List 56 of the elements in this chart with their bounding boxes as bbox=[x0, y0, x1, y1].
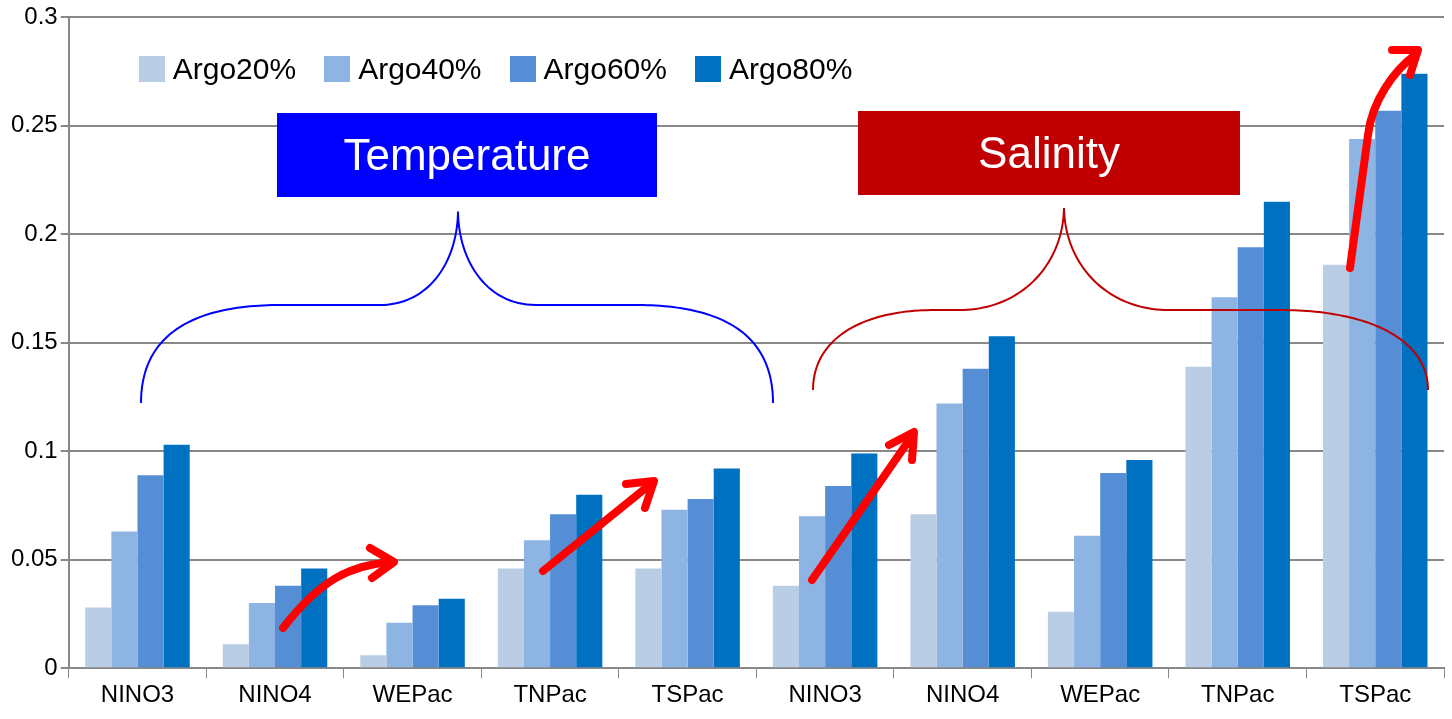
bar bbox=[222, 644, 249, 668]
bar bbox=[576, 494, 603, 668]
legend-label: Argo20% bbox=[172, 52, 297, 87]
bar bbox=[111, 531, 138, 668]
bar bbox=[772, 585, 799, 668]
bar bbox=[1047, 611, 1075, 668]
bar bbox=[962, 368, 989, 668]
bar bbox=[635, 568, 662, 668]
bar bbox=[713, 468, 740, 668]
bar bbox=[163, 444, 190, 668]
bar bbox=[1185, 366, 1212, 668]
bar bbox=[936, 403, 963, 668]
x-tick-label: WEPac bbox=[372, 680, 453, 708]
bar bbox=[798, 516, 826, 668]
bar bbox=[497, 568, 524, 668]
bar bbox=[661, 509, 688, 668]
y-tick-label: 0 bbox=[44, 652, 58, 680]
bar bbox=[85, 607, 112, 668]
x-tick-label: TSPac bbox=[651, 680, 724, 708]
bar bbox=[687, 498, 714, 668]
legend-label: Argo80% bbox=[728, 52, 853, 87]
x-tick-label: TSPac bbox=[1339, 680, 1412, 708]
legend-label: Argo40% bbox=[358, 52, 482, 87]
bar bbox=[248, 603, 275, 668]
bar bbox=[1100, 472, 1127, 668]
y-tick-label: 0.05 bbox=[10, 544, 58, 572]
bar bbox=[1237, 247, 1264, 668]
y-tick-label: 0.3 bbox=[24, 2, 58, 30]
x-tick-label: NINO3 bbox=[788, 680, 862, 708]
bar bbox=[137, 475, 164, 668]
legend-label: Argo60% bbox=[543, 52, 667, 87]
y-tick-label: 0.1 bbox=[24, 435, 58, 463]
x-tick-label: NINO3 bbox=[100, 680, 175, 708]
y-tick-label: 0.2 bbox=[24, 218, 58, 246]
bar bbox=[910, 514, 937, 668]
bar bbox=[988, 336, 1015, 668]
bar bbox=[851, 453, 878, 668]
bar bbox=[825, 485, 852, 668]
bar bbox=[1074, 535, 1101, 668]
x-tick-label: NINO4 bbox=[925, 680, 1000, 708]
bar bbox=[412, 605, 439, 668]
bar bbox=[1211, 297, 1238, 668]
bar bbox=[523, 540, 551, 668]
bar bbox=[1263, 201, 1290, 668]
bar bbox=[438, 598, 465, 668]
bar bbox=[1126, 459, 1153, 668]
bar bbox=[1322, 264, 1350, 668]
y-tick-label: 0.15 bbox=[10, 327, 58, 355]
bar bbox=[360, 655, 387, 668]
bar bbox=[386, 622, 413, 668]
x-tick-label: TNPac bbox=[513, 680, 587, 708]
bar bbox=[550, 514, 577, 668]
x-tick-label: WEPac bbox=[1060, 680, 1141, 708]
x-tick-label: NINO4 bbox=[238, 680, 312, 708]
y-tick-label: 0.25 bbox=[10, 110, 58, 138]
x-tick-label: TNPac bbox=[1201, 680, 1275, 708]
